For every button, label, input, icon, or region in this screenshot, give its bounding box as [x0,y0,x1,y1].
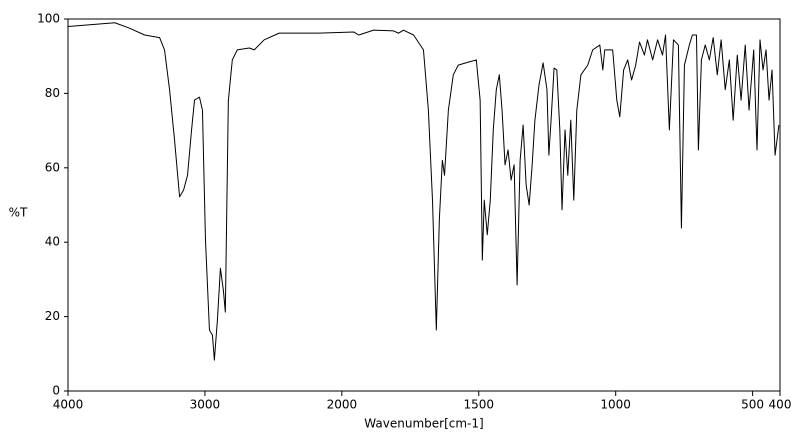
plot-frame [67,18,781,392]
x-tick-label: 4000 [53,398,84,412]
x-tick-label: 2000 [327,398,358,412]
x-tick-label: 1500 [463,398,494,412]
x-tick-label: 3000 [190,398,221,412]
y-tick-label: 40 [45,235,60,249]
x-tick-label: 500 [741,398,764,412]
x-tick-label: 1000 [600,398,631,412]
y-tick-label: 0 [52,384,60,398]
y-tick-label: 80 [45,86,60,100]
y-axis-label: %T [9,206,28,220]
spectrum-line [67,22,780,361]
y-tick-label: 100 [37,12,60,26]
y-tick-label: 20 [45,309,60,323]
y-tick-label: 60 [45,160,60,174]
x-axis-label: Wavenumber[cm-1] [364,417,483,431]
x-tick-label: 400 [769,398,792,412]
